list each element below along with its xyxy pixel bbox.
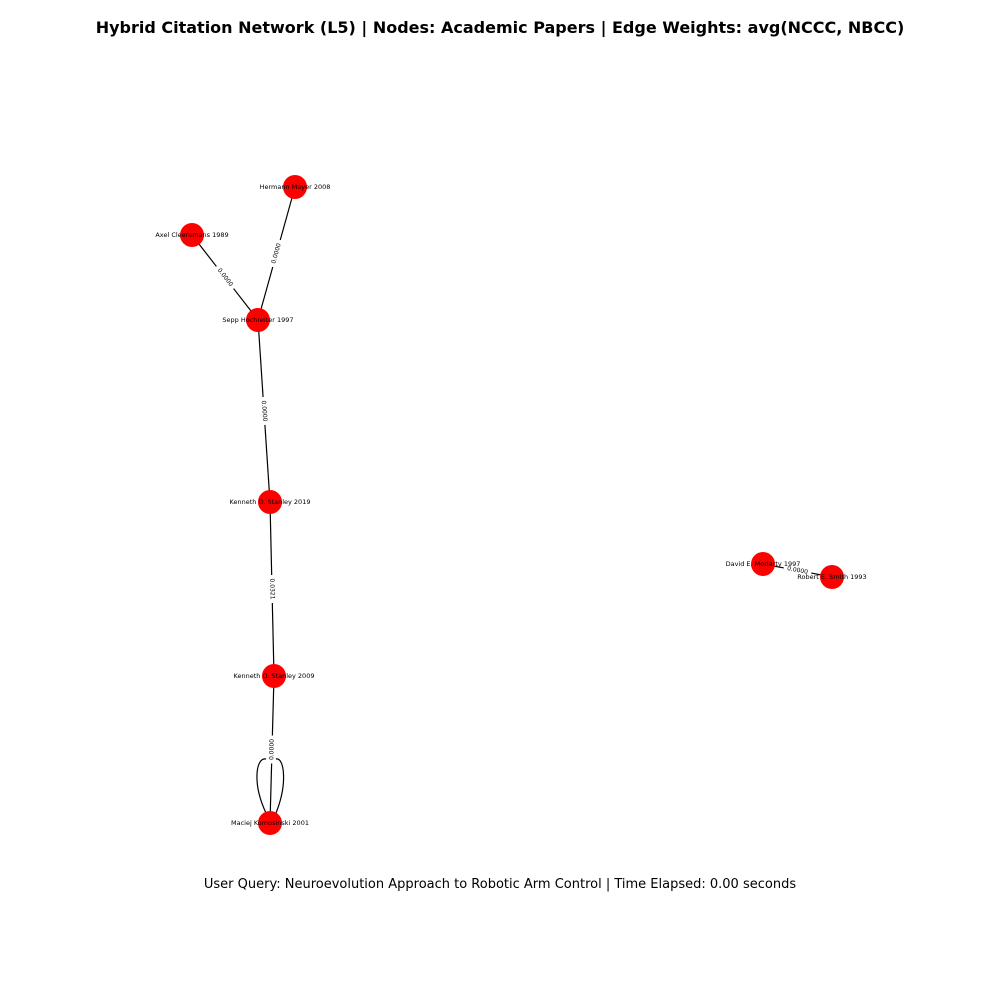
paper-node[interactable] xyxy=(751,552,775,576)
paper-node-label: David E. Moriarty 1997 xyxy=(726,560,801,568)
paper-node-label: Kenneth O. Stanley 2009 xyxy=(234,672,315,680)
paper-node-label: Maciej Komosinski 2001 xyxy=(231,819,309,827)
paper-node-label: Sepp Hochreiter 1997 xyxy=(222,316,293,324)
citation-edge xyxy=(264,424,271,503)
citation-edge xyxy=(271,602,275,677)
paper-node[interactable] xyxy=(180,223,204,247)
query-status-footer: User Query: Neuroevolution Approach to R… xyxy=(203,877,797,892)
edge-weight-label: 0.0000 xyxy=(216,267,235,288)
paper-node[interactable] xyxy=(283,175,307,199)
paper-node[interactable] xyxy=(246,308,270,332)
edges-layer xyxy=(191,186,833,824)
node-labels-layer: Hermann Mayer 2008 Axel Cleeremans 1989 Se… xyxy=(155,183,866,827)
paper-node[interactable] xyxy=(820,565,844,589)
graph-title: Hybrid Citation Network (L5) | Nodes: Ac… xyxy=(95,18,905,37)
edge-weight-label: 0.0000 xyxy=(787,565,809,576)
paper-node-label: Axel Cleeremans 1989 xyxy=(155,231,228,239)
edge-weight-label: 0.0000 xyxy=(260,400,268,422)
paper-node-label: Robert E. Smith 1993 xyxy=(797,573,866,581)
edge-weight-label: 0.0000 xyxy=(268,739,276,760)
paper-node[interactable] xyxy=(258,811,282,835)
citation-edge xyxy=(257,319,264,398)
paper-node[interactable] xyxy=(258,490,282,514)
nodes-layer xyxy=(180,175,844,835)
paper-node-label: Hermann Mayer 2008 xyxy=(260,183,331,191)
self-loop-edge xyxy=(256,758,285,814)
edge-weight-label: 0.0000 xyxy=(270,242,282,264)
paper-node[interactable] xyxy=(262,664,286,688)
citation-edge xyxy=(269,501,273,576)
edge-weight-label: 0.0321 xyxy=(268,578,275,599)
paper-node-label: Kenneth O. Stanley 2019 xyxy=(230,498,311,506)
